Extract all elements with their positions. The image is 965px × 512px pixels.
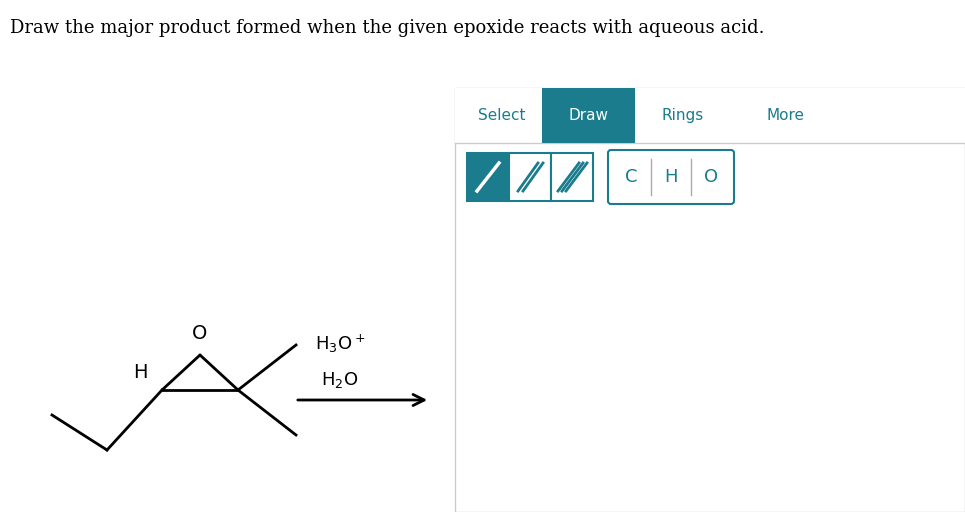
Bar <box>551 153 593 201</box>
Text: Draw: Draw <box>568 108 609 123</box>
Bar <box>467 153 509 201</box>
Text: Select: Select <box>479 108 526 123</box>
Bar <box>542 88 635 143</box>
Text: $\mathregular{H_3O^+}$: $\mathregular{H_3O^+}$ <box>315 333 365 355</box>
Text: O: O <box>703 168 718 186</box>
Text: $\mathregular{H_2O}$: $\mathregular{H_2O}$ <box>321 370 359 390</box>
Bar <box>455 88 965 512</box>
Text: C: C <box>624 168 637 186</box>
Bar <box>455 88 965 143</box>
Text: H: H <box>664 168 677 186</box>
Text: H: H <box>133 362 148 381</box>
Text: Rings: Rings <box>661 108 703 123</box>
FancyBboxPatch shape <box>608 150 734 204</box>
Text: O: O <box>192 324 207 343</box>
Bar <box>509 153 551 201</box>
Text: More: More <box>766 108 804 123</box>
Text: Draw the major product formed when the given epoxide reacts with aqueous acid.: Draw the major product formed when the g… <box>10 19 764 37</box>
